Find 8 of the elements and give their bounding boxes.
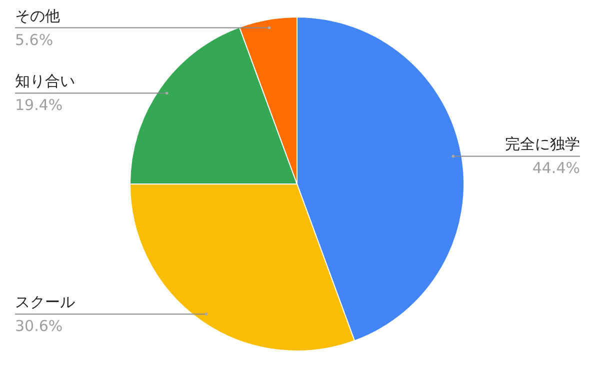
data-label: 30.6% (15, 317, 63, 336)
data-label: 44.4% (532, 159, 580, 178)
slice-label: 知り合い (15, 72, 75, 90)
slice-label: その他 (15, 6, 60, 25)
data-label: 5.6% (15, 30, 54, 49)
slice-label: スクール (15, 293, 75, 312)
slice-label: 完全に独学 (505, 135, 580, 154)
data-label: 19.4% (15, 96, 63, 114)
